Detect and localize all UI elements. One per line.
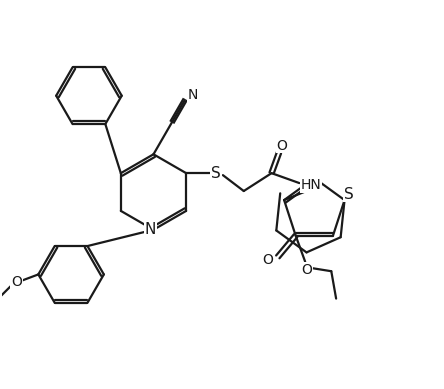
Text: N: N xyxy=(187,88,198,102)
Text: S: S xyxy=(344,187,353,202)
Text: O: O xyxy=(262,253,274,267)
Text: O: O xyxy=(302,263,313,277)
Text: S: S xyxy=(211,166,221,180)
Text: N: N xyxy=(145,222,156,237)
Text: HN: HN xyxy=(301,178,321,192)
Text: O: O xyxy=(11,275,22,289)
Text: O: O xyxy=(277,138,287,152)
